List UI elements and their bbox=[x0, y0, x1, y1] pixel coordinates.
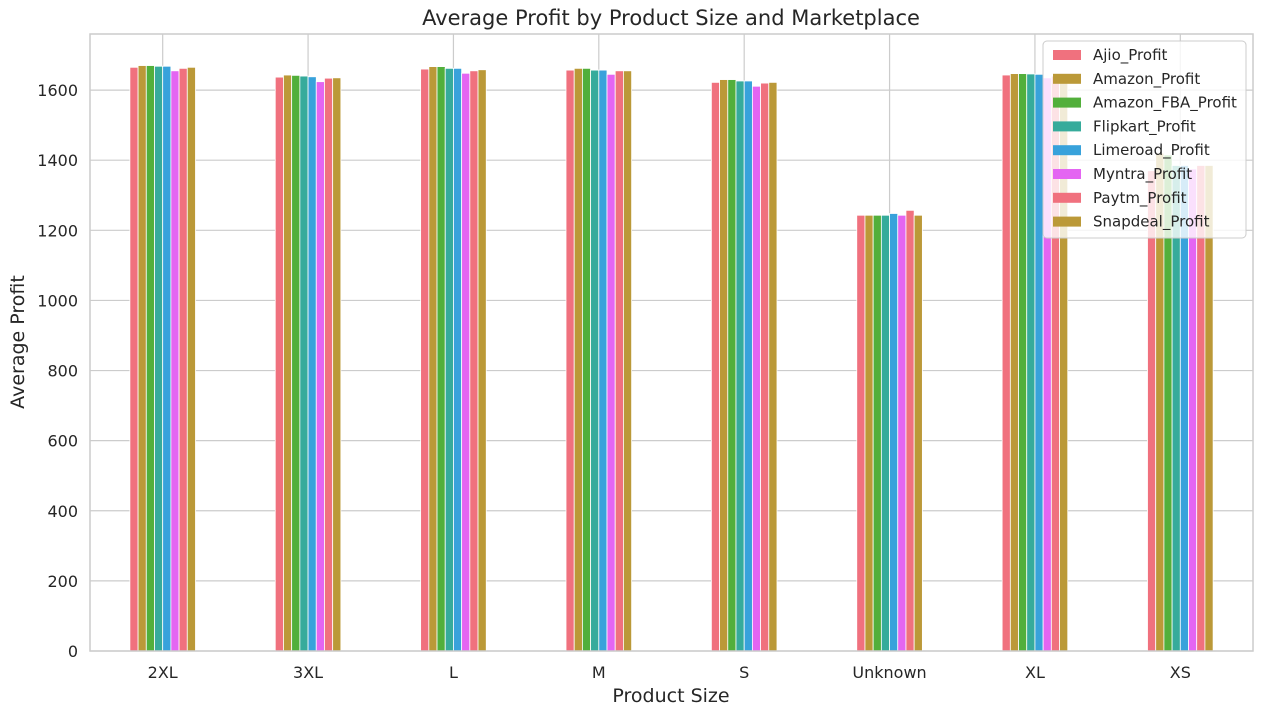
bar-amazon-profit-xl bbox=[1009, 73, 1019, 652]
legend-box bbox=[1042, 40, 1247, 239]
bar-myntra-profit-2xl bbox=[170, 70, 180, 652]
y-tick-label: 600 bbox=[47, 432, 78, 451]
bar-amazon-fba-profit-xl bbox=[1018, 73, 1028, 652]
bar-ajio-profit-2xl bbox=[129, 66, 139, 652]
bar-myntra-profit-unknown bbox=[897, 214, 907, 652]
legend-label: Ajio_Profit bbox=[1093, 46, 1168, 65]
x-tick-label: 2XL bbox=[148, 663, 178, 682]
bar-amazon-fba-profit-m bbox=[582, 67, 592, 652]
bar-ajio-profit-xs bbox=[1147, 170, 1157, 652]
legend-swatch bbox=[1053, 121, 1081, 132]
legend-swatch bbox=[1053, 216, 1081, 227]
y-tick-label: 200 bbox=[47, 572, 78, 591]
bar-ajio-profit-m bbox=[565, 69, 575, 652]
bar-limeroad-profit-2xl bbox=[162, 65, 172, 652]
bar-paytm-profit-l bbox=[469, 70, 479, 652]
bar-amazon-profit-2xl bbox=[137, 65, 147, 652]
bar-flipkart-profit-xl bbox=[1026, 73, 1036, 652]
y-tick-label: 400 bbox=[47, 502, 78, 521]
x-tick-label: 3XL bbox=[293, 663, 323, 682]
bar-myntra-profit-m bbox=[606, 73, 616, 652]
axes: 0 200 400 600 800 1000 1200 1400 1600 2XL 3XL L M S Un… bbox=[37, 33, 1254, 682]
bars bbox=[129, 65, 1214, 652]
legend-swatch bbox=[1053, 50, 1081, 60]
bar-myntra-profit-3xl bbox=[315, 81, 325, 652]
bar-myntra-profit-s bbox=[751, 85, 761, 652]
x-tick-label: L bbox=[449, 663, 458, 682]
bar-amazon-profit-s bbox=[719, 79, 729, 652]
bar-snapdeal-profit-l bbox=[477, 69, 487, 652]
legend-label: Snapdeal_Profit bbox=[1093, 213, 1210, 232]
y-tick-label: 1000 bbox=[37, 291, 78, 310]
bar-amazon-profit-m bbox=[573, 67, 583, 652]
x-tick-label: Unknown bbox=[852, 663, 926, 682]
bar-amazon-fba-profit-l bbox=[436, 66, 446, 652]
bar-ajio-profit-l bbox=[420, 68, 430, 652]
bar-limeroad-profit-unknown bbox=[889, 213, 899, 652]
bar-snapdeal-profit-unknown bbox=[913, 214, 923, 652]
bar-amazon-fba-profit-s bbox=[727, 79, 737, 652]
bar-paytm-profit-s bbox=[760, 82, 770, 652]
bar-amazon-fba-profit-unknown bbox=[872, 214, 882, 652]
legend-swatch bbox=[1053, 192, 1081, 203]
legend-label: Myntra_Profit bbox=[1093, 165, 1192, 184]
bar-limeroad-profit-xl bbox=[1034, 73, 1044, 652]
legend-label: Paytm_Profit bbox=[1093, 189, 1187, 208]
bar-paytm-profit-3xl bbox=[324, 77, 334, 652]
y-tick-label: 1600 bbox=[37, 81, 78, 100]
x-tick-label: M bbox=[592, 663, 606, 682]
y-tick-label: 800 bbox=[47, 362, 78, 381]
bar-ajio-profit-3xl bbox=[274, 76, 284, 652]
bar-limeroad-profit-l bbox=[453, 67, 463, 652]
bar-limeroad-profit-3xl bbox=[307, 76, 317, 652]
bar-flipkart-profit-3xl bbox=[299, 75, 309, 652]
legend-label: Amazon_Profit bbox=[1093, 70, 1200, 89]
bar-myntra-profit-l bbox=[461, 72, 471, 652]
bar-amazon-profit-3xl bbox=[283, 74, 293, 652]
bar-ajio-profit-xl bbox=[1001, 74, 1011, 652]
bar-flipkart-profit-2xl bbox=[154, 65, 164, 652]
bar-amazon-fba-profit-2xl bbox=[145, 65, 155, 652]
bar-flipkart-profit-s bbox=[735, 80, 745, 652]
bar-ajio-profit-unknown bbox=[856, 214, 866, 652]
x-tick-label: XL bbox=[1025, 663, 1045, 682]
bar-flipkart-profit-m bbox=[590, 69, 600, 652]
y-tick-label: 1400 bbox=[37, 151, 78, 170]
bar-amazon-fba-profit-3xl bbox=[291, 74, 301, 652]
legend-swatch bbox=[1053, 73, 1081, 84]
legend-label: Amazon_FBA_Profit bbox=[1093, 94, 1237, 113]
bar-snapdeal-profit-m bbox=[623, 70, 633, 652]
chart-title: Average Profit by Product Size and Marke… bbox=[422, 6, 920, 30]
y-axis-label: Average Profit bbox=[7, 275, 29, 409]
bar-paytm-profit-unknown bbox=[905, 209, 915, 652]
bar-snapdeal-profit-2xl bbox=[186, 66, 196, 652]
y-tick-label: 1200 bbox=[37, 221, 78, 240]
x-axis-label: Product Size bbox=[612, 685, 729, 707]
legend-label: Flipkart_Profit bbox=[1093, 117, 1196, 136]
bar-flipkart-profit-unknown bbox=[880, 214, 890, 652]
legend-label: Limeroad_Profit bbox=[1093, 141, 1210, 160]
bar-myntra-profit-xs bbox=[1188, 168, 1198, 652]
bar-paytm-profit-m bbox=[614, 70, 624, 652]
bar-snapdeal-profit-s bbox=[768, 81, 778, 652]
plot-border bbox=[89, 33, 1254, 652]
legend-swatch bbox=[1053, 145, 1081, 156]
legend: Ajio_Profit Amazon_Profit Amazon_FBA_Profi… bbox=[1042, 40, 1247, 239]
x-tick-label: XS bbox=[1170, 663, 1191, 682]
legend-swatch bbox=[1053, 169, 1081, 179]
bar-paytm-profit-2xl bbox=[178, 67, 188, 652]
bar-limeroad-profit-m bbox=[598, 69, 608, 652]
x-tick-label: S bbox=[739, 663, 749, 682]
bar-limeroad-profit-s bbox=[743, 80, 753, 652]
bar-snapdeal-profit-3xl bbox=[332, 77, 342, 652]
bar-flipkart-profit-l bbox=[444, 67, 454, 652]
bar-amazon-profit-unknown bbox=[864, 214, 874, 652]
legend-swatch bbox=[1053, 97, 1081, 108]
y-tick-label: 0 bbox=[68, 642, 78, 661]
bar-ajio-profit-s bbox=[710, 81, 720, 652]
bar-amazon-profit-l bbox=[428, 66, 438, 652]
